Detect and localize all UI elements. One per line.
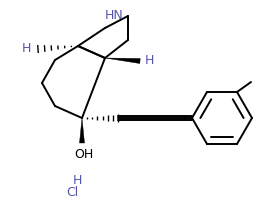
Polygon shape (105, 58, 140, 63)
Text: H: H (72, 175, 82, 187)
Text: HN: HN (105, 9, 124, 22)
Polygon shape (80, 118, 85, 143)
Text: H: H (22, 42, 31, 55)
Text: OH: OH (75, 148, 94, 161)
Text: H: H (145, 55, 154, 67)
Text: Cl: Cl (66, 187, 78, 200)
